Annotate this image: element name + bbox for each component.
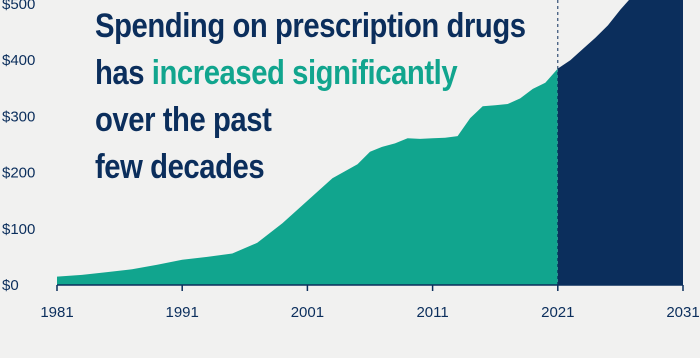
x-tick-label: 2011 <box>416 304 448 321</box>
y-tick-label: $200 <box>2 165 35 182</box>
x-tick-label: 2031 <box>666 304 699 321</box>
y-tick-label: $0 <box>2 277 19 294</box>
headline-line-3: over the past <box>95 101 272 139</box>
headline-line-2: has increased significantly <box>95 50 526 97</box>
headline: Spending on prescription drugs has incre… <box>95 3 526 191</box>
x-tick-label: 1991 <box>166 304 199 321</box>
y-tick-label: $400 <box>2 52 35 69</box>
headline-line-2-prefix: has <box>95 54 152 92</box>
headline-line-4: few decades <box>95 148 265 186</box>
x-tick-label: 2001 <box>291 304 324 321</box>
headline-line-1: Spending on prescription drugs <box>95 7 526 45</box>
headline-highlight: increased significantly <box>151 54 458 92</box>
y-tick-label: $500 <box>2 0 35 13</box>
x-tick-label: 2021 <box>541 304 574 321</box>
y-tick-label: $100 <box>2 221 35 238</box>
y-tick-label: $300 <box>2 108 35 125</box>
area-historical <box>57 68 558 285</box>
x-tick-label: 1981 <box>40 304 73 321</box>
area-projected <box>557 0 683 285</box>
